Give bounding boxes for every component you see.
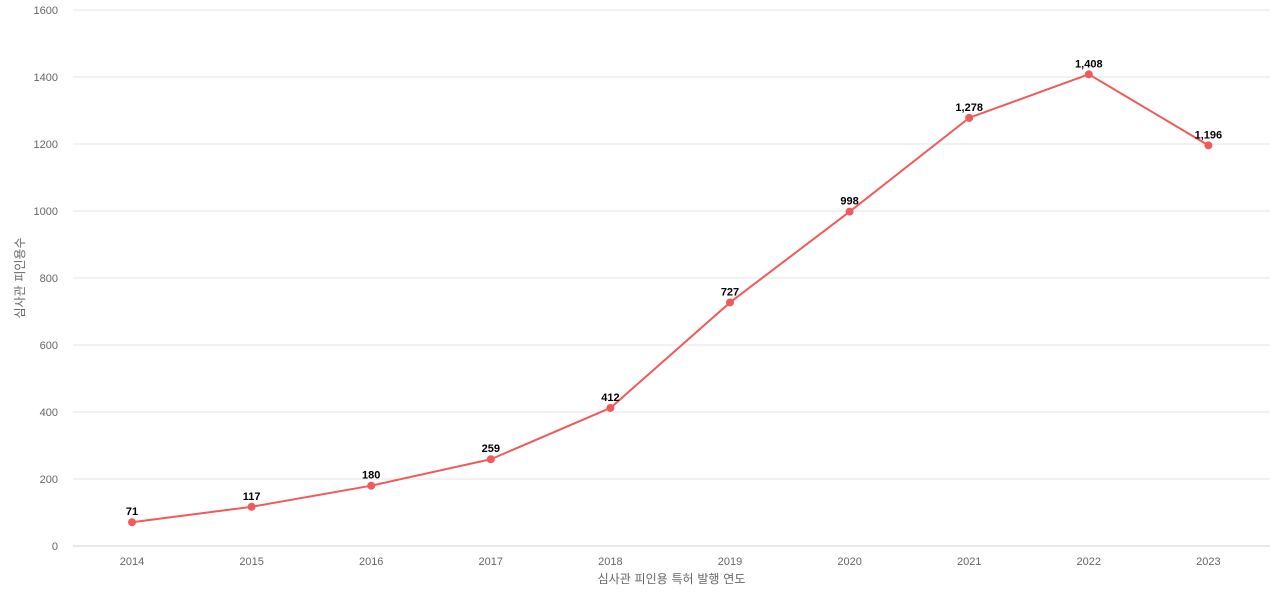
data-label: 71 [126,506,138,518]
data-point[interactable] [965,113,974,122]
x-tick-label: 2020 [837,556,861,568]
y-tick-label: 800 [40,273,58,285]
x-tick-label: 2014 [120,556,144,568]
data-label: 1,408 [1075,58,1103,70]
data-point[interactable] [845,207,854,216]
data-label: 180 [362,470,380,482]
x-tick-label: 2019 [718,556,742,568]
y-tick-label: 1400 [34,72,58,84]
data-label: 412 [601,392,619,404]
y-axis-title: 심사관 피인용수 [13,237,27,318]
x-tick-label: 2018 [598,556,622,568]
y-axis-ticks: 0 200 400 600 800 1000 1200 1400 1600 [34,5,58,553]
x-tick-label: 2017 [479,556,503,568]
data-point[interactable] [606,403,615,412]
y-tick-label: 1600 [34,5,58,17]
x-tick-label: 2022 [1077,556,1101,568]
y-tick-label: 1200 [34,139,58,151]
y-tick-label: 400 [40,407,58,419]
data-point[interactable] [367,481,376,490]
data-label: 259 [482,443,500,455]
data-point[interactable] [1204,141,1213,150]
data-point[interactable] [726,298,734,307]
data-point[interactable] [486,455,495,464]
y-tick-label: 1000 [34,206,58,218]
data-label: 727 [721,286,739,298]
x-tick-label: 2021 [957,556,981,568]
series-line [131,73,1209,524]
data-labels: 71 117 180 259 412 727 998 1,278 1,408 1,196 [126,58,1222,518]
x-tick-label: 2016 [359,556,383,568]
x-axis-title: 심사관 피인용 특허 발행 연도 [598,571,746,586]
x-tick-label: 2023 [1196,556,1220,568]
data-label: 1,278 [955,102,983,114]
data-label: 117 [243,491,261,503]
data-label: 1,196 [1195,129,1223,141]
data-point[interactable] [247,502,256,511]
grid-lines [73,9,1270,547]
data-point[interactable] [128,518,136,527]
series-layer [128,70,1213,527]
y-tick-label: 200 [40,474,58,486]
x-tick-label: 2015 [239,556,263,568]
data-point[interactable] [1084,70,1093,79]
x-axis-ticks: 2014 2015 2016 2017 2018 2019 2020 2021 2022 2023 [120,556,1221,568]
y-tick-label: 600 [40,340,58,352]
data-label: 998 [840,196,858,208]
y-tick-label: 0 [52,541,58,553]
